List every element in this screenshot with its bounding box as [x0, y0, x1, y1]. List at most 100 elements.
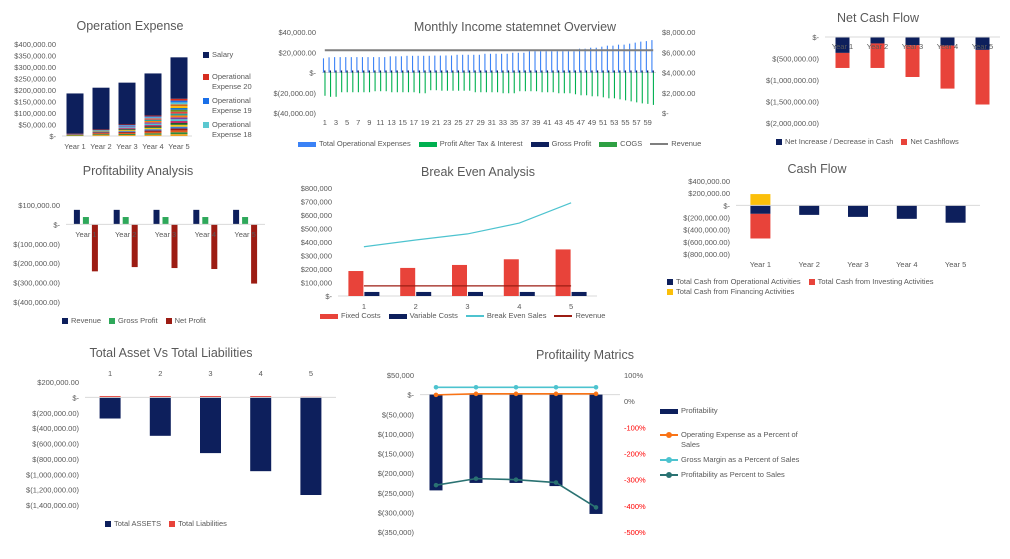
- operational-expense-segment: [118, 132, 136, 134]
- bar-gross-profit: [385, 70, 387, 73]
- y-axis-tick-label: $100,000.00: [18, 201, 60, 210]
- bar-gross-profit: [452, 70, 454, 73]
- bar-total-operational-expenses: [528, 51, 530, 73]
- x-axis-tick-label: Year 3: [155, 230, 176, 239]
- bar-gross-profit: [641, 70, 643, 73]
- bar-profit-after-tax: [552, 72, 554, 93]
- x-axis-tick-label: 1: [362, 302, 366, 311]
- y-axis-tick-label: $100,000: [301, 279, 332, 288]
- bar-profit-after-tax: [541, 72, 543, 93]
- bar-gross-profit: [635, 70, 638, 73]
- bar-total-liabilities: [250, 395, 272, 398]
- x-axis-tick-label: 19: [421, 118, 429, 127]
- y-axis-tick-label: $50,000.00: [18, 121, 56, 130]
- bar-total-operational-expenses: [334, 57, 336, 73]
- bar-profit-after-tax: [352, 72, 354, 93]
- x-axis-tick-label: Year 5: [945, 260, 966, 269]
- bar-gross-profit: [441, 70, 443, 73]
- y-axis-tick-label: $400,000.00: [688, 177, 730, 186]
- bar-profit-after-tax: [474, 72, 476, 93]
- chart-title: Net Cash Flow: [837, 11, 920, 25]
- bar-total-operational-expenses: [545, 51, 547, 73]
- bar-total-operational-expenses: [506, 53, 508, 73]
- bar-profit-after-tax: [502, 72, 504, 94]
- bar-gross-profit: [552, 70, 554, 73]
- bar-total-operational-expenses: [456, 54, 458, 73]
- x-axis-tick-label: Year 4: [142, 142, 163, 151]
- bar-gross-profit: [496, 70, 498, 73]
- bar-operational-expense-19: [144, 116, 162, 118]
- x-axis-tick-label: 47: [577, 118, 585, 127]
- operational-expense-segment: [170, 104, 188, 107]
- bar-total-operational-expenses: [417, 55, 419, 73]
- bar-profit-after-tax: [419, 72, 421, 94]
- bar-profit-after-tax: [396, 72, 398, 93]
- x-axis-tick-label: 5: [309, 369, 313, 378]
- y-axis-tick-label: $250,000.00: [14, 75, 56, 84]
- bar-total-operational-expenses: [579, 48, 581, 73]
- x-axis-tick-label: 7: [356, 118, 360, 127]
- bar-operational-expense-18: [170, 102, 188, 105]
- bar-profit-after-tax: [597, 72, 599, 97]
- y-axis-tick-label: $(200,000): [378, 469, 415, 478]
- bar-salary: [118, 82, 136, 125]
- bar-net-cashflows: [940, 45, 955, 89]
- bar-variable-costs: [519, 291, 535, 296]
- bar-total-operational-expenses: [345, 57, 347, 73]
- x-axis-tick-label: 43: [554, 118, 562, 127]
- x-axis-tick-label: Year 5: [234, 230, 255, 239]
- bar-total-operational-expenses: [328, 57, 330, 73]
- x-axis-tick-label: 17: [410, 118, 418, 127]
- bar-gross-profit: [363, 70, 365, 73]
- bar-profit-after-tax: [324, 72, 326, 96]
- y2-axis-tick-label: -400%: [624, 502, 646, 511]
- bar-net-cashflows: [870, 43, 885, 68]
- bar-total-cash-from-operational-activities: [750, 205, 771, 214]
- y-axis-tick-label: $(100,000.00): [13, 240, 60, 249]
- bar-operational-expense-18: [92, 130, 110, 131]
- y-axis-tick-label: $-: [309, 69, 316, 78]
- bar-total-operational-expenses: [634, 42, 636, 73]
- bar-gross-profit: [480, 70, 482, 73]
- y-axis-tick-label: $350,000.00: [14, 52, 56, 61]
- bar-net-increase-decrease: [940, 37, 955, 46]
- operational-expense-segment: [66, 135, 84, 136]
- bar-profit-after-tax: [446, 72, 448, 91]
- bar-total-operational-expenses: [573, 51, 575, 73]
- chart-title: Operation Expense: [76, 19, 183, 33]
- bar-revenue: [113, 209, 120, 225]
- y-axis-tick-label: $(1,400,000.00): [26, 501, 79, 510]
- bar-profit-after-tax: [424, 72, 426, 94]
- bar-total-assets: [300, 397, 322, 496]
- bar-profitability: [469, 394, 483, 483]
- bar-total-operational-expenses: [361, 57, 363, 73]
- operational-expense-segment: [118, 131, 136, 133]
- bar-gross-profit: [413, 70, 415, 73]
- bar-total-operational-expenses: [445, 55, 447, 73]
- bar-net-increase-decrease: [870, 37, 885, 44]
- bar-salary: [66, 93, 84, 134]
- y2-axis-tick-label: $4,000.00: [662, 69, 695, 78]
- bar-gross-profit: [457, 70, 460, 73]
- y-axis-tick-label: $(400,000.00): [13, 298, 60, 307]
- y-axis-tick-label: $(1,000,000.00): [766, 76, 819, 85]
- line-marker: [593, 505, 599, 510]
- y-axis-tick-label: $20,000.00: [278, 48, 316, 57]
- bar-gross-profit: [580, 70, 582, 73]
- x-axis-tick-label: 33: [499, 118, 507, 127]
- operational-expense-segment: [144, 118, 162, 120]
- operational-expense-segment: [118, 129, 136, 131]
- x-axis-tick-label: 37: [521, 118, 529, 127]
- bar-profit-after-tax: [608, 72, 610, 99]
- bar-profitability: [589, 394, 603, 514]
- bar-total-operational-expenses: [450, 55, 453, 73]
- operational-expense-segment: [144, 133, 162, 135]
- bar-profit-after-tax: [452, 72, 454, 91]
- x-axis-tick-label: Year 4: [195, 230, 216, 239]
- y-axis-tick-label: $(20,000.00): [273, 89, 316, 98]
- y-axis-tick-label: $(150,000): [378, 450, 415, 459]
- bar-gross-profit: [202, 217, 209, 225]
- bar-total-operational-expenses: [590, 47, 592, 73]
- x-axis-tick-label: Year 2: [90, 142, 111, 151]
- bar-profit-after-tax: [647, 72, 649, 104]
